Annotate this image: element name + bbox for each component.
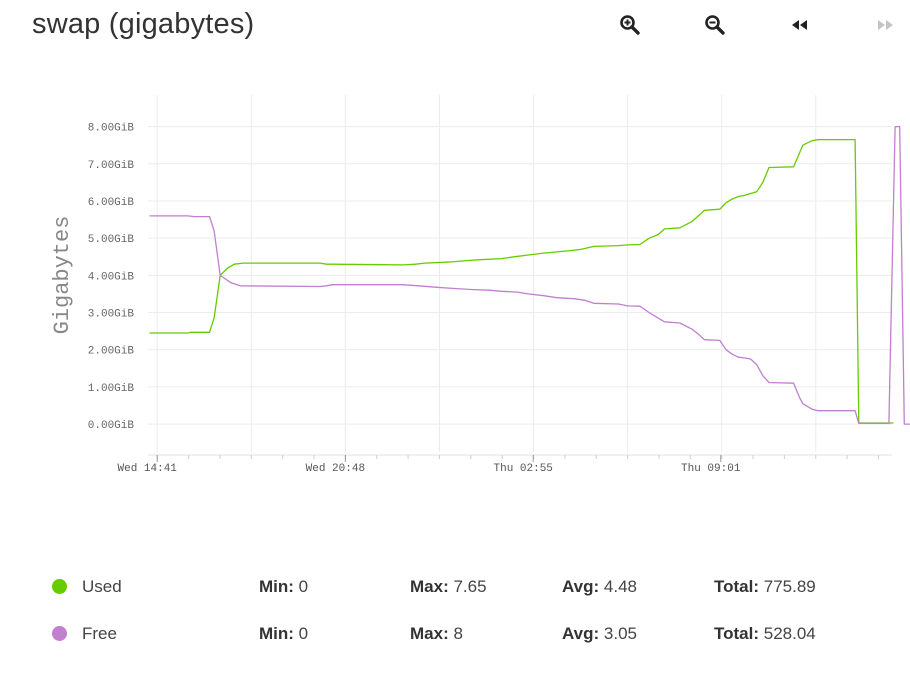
chart-toolbar [0,10,910,40]
legend-max: Max: 7.65 [410,577,487,596]
y-tick-label: 4.00GiB [88,271,135,283]
legend-series-name: Free [82,624,117,643]
y-tick-label: 5.00GiB [88,234,135,246]
zoom-in-button[interactable] [617,12,643,38]
legend-total: Total: 775.89 [714,577,816,596]
swap-line-chart: 0.00GiB 1.00GiB 2.00GiB 3.00GiB 4.00GiB 5.00G… [50,95,910,475]
y-axis-label: Gigabytes [50,216,75,335]
zoom-out-button[interactable] [702,12,728,38]
y-tick-label: 0.00GiB [88,420,135,432]
legend-color-dot [52,626,67,641]
y-tick-label: 1.00GiB [88,383,135,395]
rewind-icon [792,20,807,30]
legend-avg: Avg: 3.05 [562,624,637,643]
x-tick-label: Thu 02:55 [494,463,553,475]
legend-row-free: Free Min: 0 Max: 8 Avg: 3.05 Total: 528.… [0,623,910,647]
y-tick-label: 3.00GiB [88,309,135,321]
legend-max: Max: 8 [410,624,463,643]
x-tick-label: Thu 09:01 [681,463,741,475]
legend-row-used: Used Min: 0 Max: 7.65 Avg: 4.48 Total: 7… [0,576,910,600]
legend-avg: Avg: 4.48 [562,577,637,596]
axes: 0.00GiB 1.00GiB 2.00GiB 3.00GiB 4.00GiB 5.00G… [88,123,892,475]
chart-title: swap (gigabytes) [32,8,255,40]
y-tick-label: 6.00GiB [88,197,135,209]
x-tick-label: Wed 20:48 [306,463,365,475]
grid-lines [148,95,892,452]
y-tick-label: 7.00GiB [88,160,135,172]
zoom-in-icon [620,15,640,35]
legend-color-dot [52,579,67,594]
x-tick-label: Wed 14:41 [118,463,178,475]
series-lines [149,125,910,425]
zoom-out-icon [705,15,725,35]
pan-back-button[interactable] [787,12,813,38]
y-tick-label: 2.00GiB [88,346,135,358]
fast-forward-icon [878,20,893,30]
legend-total: Total: 528.04 [714,624,816,643]
series-line-free [149,125,910,425]
series-line-used [149,138,894,424]
legend-min: Min: 0 [259,577,309,596]
legend-series-name: Used [82,577,122,596]
pan-forward-button[interactable] [872,12,898,38]
y-tick-label: 8.00GiB [88,123,135,135]
legend-min: Min: 0 [259,624,309,643]
